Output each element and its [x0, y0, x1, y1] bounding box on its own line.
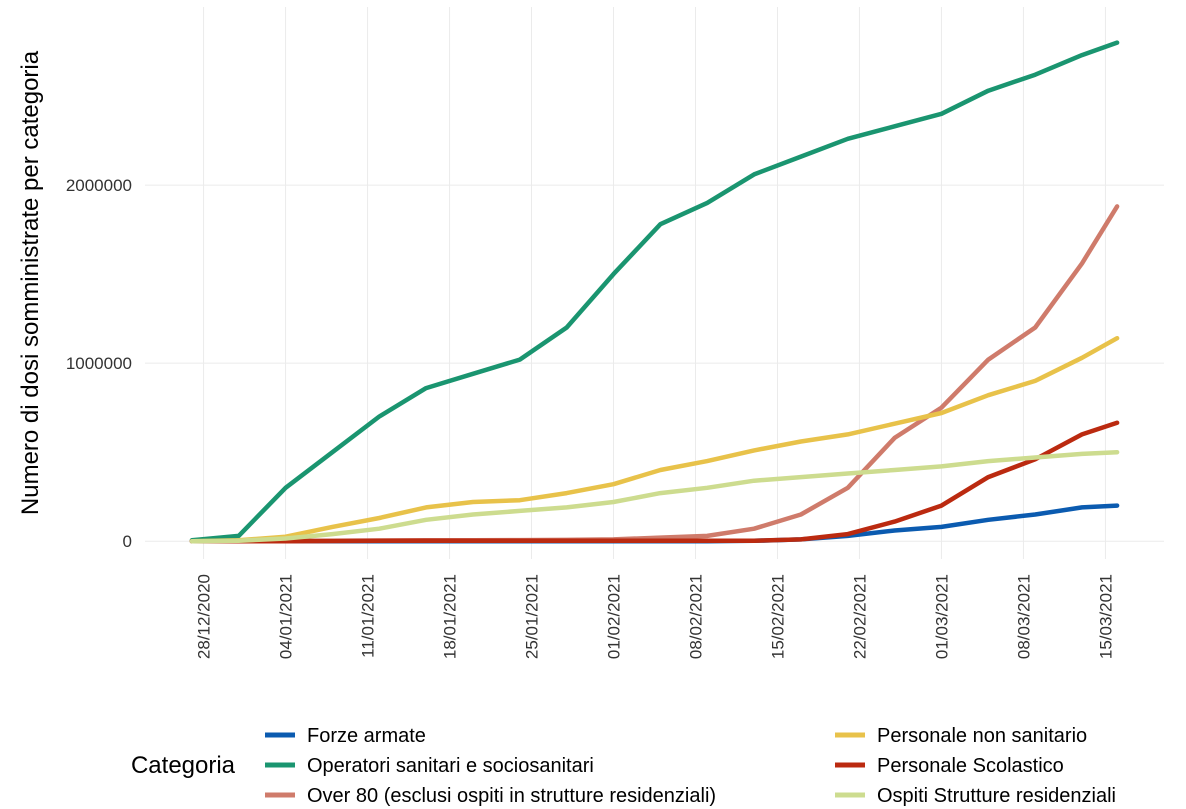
y-tick-label: 1000000: [66, 354, 132, 373]
legend-label: Personale non sanitario: [877, 725, 1087, 747]
legend-label: Ospiti Strutture residenziali: [877, 785, 1116, 807]
x-tick-label: 15/03/2021: [1096, 574, 1115, 659]
legend-label: Personale Scolastico: [877, 755, 1064, 777]
x-tick-label: 01/02/2021: [605, 574, 624, 659]
x-tick-label: 22/02/2021: [850, 574, 869, 659]
line: [189, 40, 1120, 543]
x-tick-label: 25/01/2021: [523, 574, 542, 659]
legend-label: Forze armate: [307, 725, 426, 747]
y-axis-title: Numero di dosi somministrate per categor…: [17, 50, 44, 515]
x-tick-label: 28/12/2020: [195, 574, 214, 659]
x-tick-label: 01/03/2021: [932, 574, 951, 659]
legend-title: Categoria: [131, 752, 236, 779]
x-tick-label: 04/01/2021: [277, 574, 296, 659]
x-tick-label: 18/01/2021: [441, 574, 460, 659]
y-tick-label: 2000000: [66, 176, 132, 195]
line: [189, 204, 1120, 544]
x-tick-label: 08/03/2021: [1014, 574, 1033, 659]
legend-label: Over 80 (esclusi ospiti in strutture res…: [307, 785, 716, 807]
legend-label: Operatori sanitari e sociosanitari: [307, 755, 594, 777]
x-tick-label: 11/01/2021: [359, 574, 378, 658]
x-tick-label: 08/02/2021: [686, 574, 705, 659]
line: [189, 449, 1120, 544]
line: [189, 335, 1120, 544]
x-tick-label: 15/02/2021: [768, 574, 787, 659]
y-tick-label: 0: [123, 532, 132, 551]
line: [189, 420, 1120, 544]
